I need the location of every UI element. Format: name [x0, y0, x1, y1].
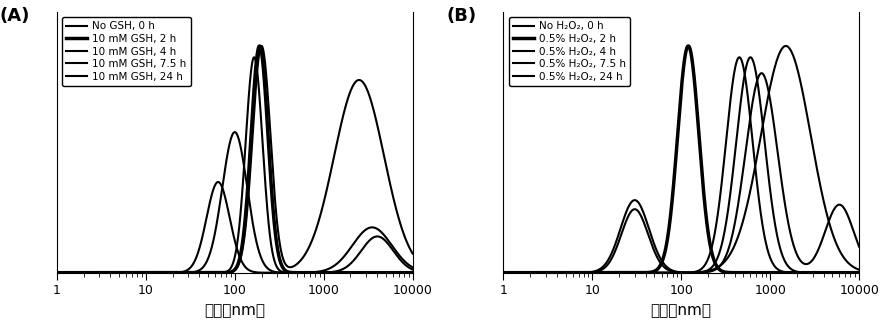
X-axis label: 粒径（nm）: 粒径（nm） — [205, 303, 265, 318]
X-axis label: 粒径（nm）: 粒径（nm） — [650, 303, 711, 318]
Text: (B): (B) — [447, 7, 477, 25]
Legend: No H₂O₂, 0 h, 0.5% H₂O₂, 2 h, 0.5% H₂O₂, 4 h, 0.5% H₂O₂, 7.5 h, 0.5% H₂O₂, 24 h: No H₂O₂, 0 h, 0.5% H₂O₂, 2 h, 0.5% H₂O₂,… — [509, 17, 630, 86]
Legend: No GSH, 0 h, 10 mM GSH, 2 h, 10 mM GSH, 4 h, 10 mM GSH, 7.5 h, 10 mM GSH, 24 h: No GSH, 0 h, 10 mM GSH, 2 h, 10 mM GSH, … — [62, 17, 190, 86]
Text: (A): (A) — [0, 7, 30, 25]
